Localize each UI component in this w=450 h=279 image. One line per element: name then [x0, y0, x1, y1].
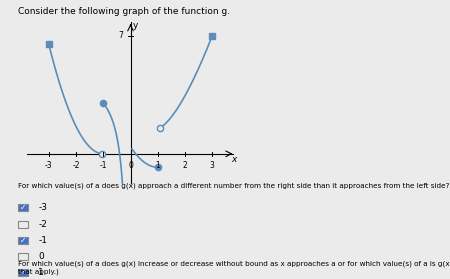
Text: 0: 0 — [38, 252, 44, 261]
Text: 2: 2 — [183, 161, 187, 170]
Text: For which value(s) of a does g(x) approach a different number from the right sid: For which value(s) of a does g(x) approa… — [18, 183, 450, 189]
Text: ✓: ✓ — [20, 268, 26, 277]
Text: -3: -3 — [45, 161, 53, 170]
Text: 1: 1 — [155, 161, 160, 170]
Text: -2: -2 — [38, 220, 47, 229]
Text: -1: -1 — [99, 161, 107, 170]
Text: x: x — [231, 155, 236, 164]
Text: 0: 0 — [128, 161, 133, 170]
Text: 3: 3 — [210, 161, 215, 170]
Text: -2: -2 — [72, 161, 80, 170]
Text: ✓: ✓ — [20, 203, 26, 212]
Text: ✓: ✓ — [20, 236, 26, 245]
Text: -3: -3 — [38, 203, 47, 212]
Text: 7: 7 — [119, 31, 124, 40]
Text: y: y — [133, 21, 138, 30]
Text: -1: -1 — [38, 236, 47, 245]
Text: For which value(s) of a does g(x) increase or decrease without bound as x approa: For which value(s) of a does g(x) increa… — [18, 261, 450, 275]
Text: Consider the following graph of the function g.: Consider the following graph of the func… — [18, 7, 230, 16]
Text: 1: 1 — [38, 268, 44, 277]
